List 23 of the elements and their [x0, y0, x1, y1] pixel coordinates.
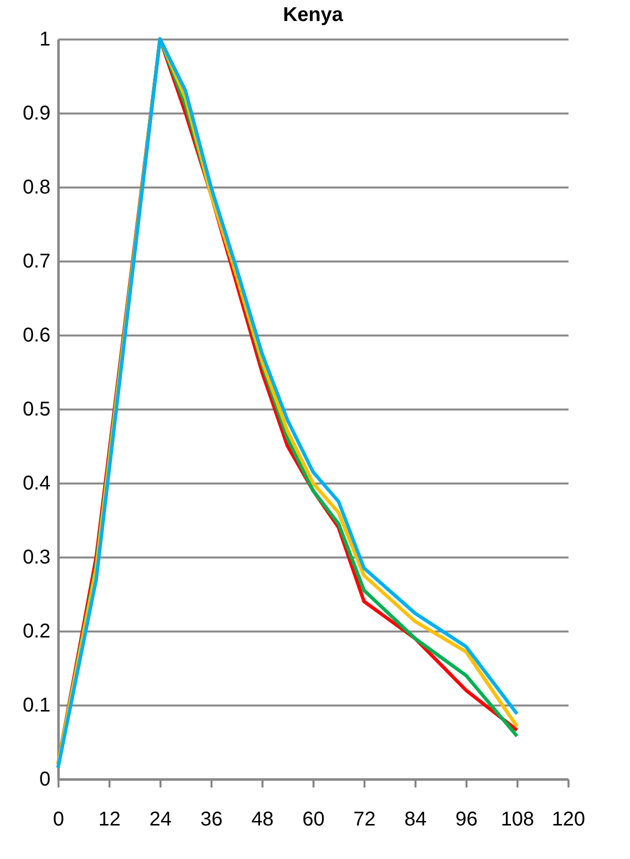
x-tick-label: 108 [500, 808, 534, 830]
x-tick-label: 48 [251, 808, 274, 830]
x-tick-label: 0 [52, 808, 64, 830]
y-tick-label: 0.3 [22, 546, 50, 568]
chart-title: Kenya [282, 4, 344, 26]
y-tick-label: 0 [39, 768, 50, 790]
y-tick-label: 0.1 [22, 694, 50, 716]
x-tick-label: 36 [200, 808, 223, 830]
x-tick-label: 60 [302, 808, 325, 830]
y-tick-label: 0.4 [22, 472, 50, 494]
x-tick-label: 84 [404, 808, 427, 830]
y-tick-label: 0.6 [22, 324, 50, 346]
x-tick-label: 120 [552, 808, 586, 830]
y-tick-label: 0.7 [22, 250, 50, 272]
y-tick-label: 0.2 [22, 620, 50, 642]
x-tick-label: 72 [353, 808, 376, 830]
y-tick-label: 0.8 [22, 176, 50, 198]
y-tick-label: 1 [39, 28, 50, 50]
x-tick-label: 12 [98, 808, 121, 830]
x-tick-label: 24 [149, 808, 172, 830]
x-tick-label: 96 [455, 808, 478, 830]
y-tick-label: 0.5 [22, 398, 50, 420]
y-tick-label: 0.9 [22, 102, 50, 124]
